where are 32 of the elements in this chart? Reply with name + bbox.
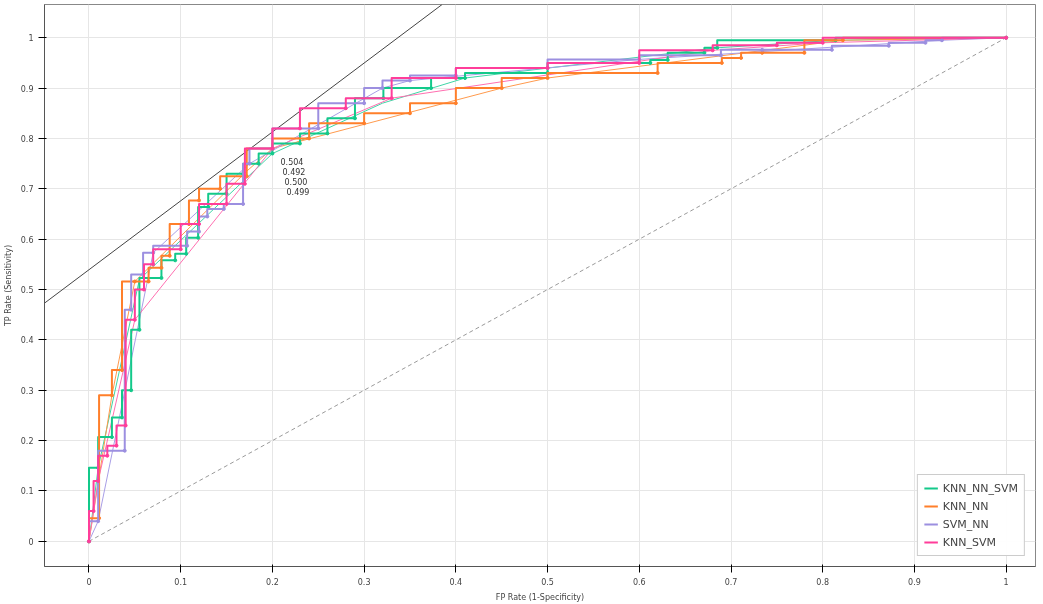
legend-label: KNN_SVM (942, 535, 997, 549)
annotation: 0.504 (280, 157, 304, 167)
x-tick-label: 0 (86, 577, 92, 587)
y-tick-label: 0.1 (20, 487, 34, 497)
x-tick-label: 0.3 (357, 577, 371, 587)
legend-label: KNN_NN_SVM (942, 481, 1018, 495)
y-tick-label: 0.5 (20, 286, 34, 296)
x-tick-label: 0.4 (449, 577, 463, 587)
legend-label: SVM_NN (942, 517, 989, 531)
x-tick-label: 1 (1003, 577, 1009, 587)
x-axis-title: FP Rate (1-Specificity) (495, 592, 585, 602)
x-tick-label: 0.9 (908, 577, 921, 587)
x-tick-label: 0.1 (174, 577, 188, 587)
x-tick-label: 0.5 (541, 577, 554, 587)
y-tick-label: 0 (28, 537, 34, 547)
y-tick-label: 0.2 (20, 437, 34, 447)
annotation: 0.499 (286, 187, 310, 197)
x-tick-label: 0.6 (632, 577, 646, 587)
y-tick-label: 1 (28, 34, 34, 44)
legend-label: KNN_NN (942, 499, 989, 513)
y-tick-label: 0.4 (20, 336, 34, 346)
y-tick-label: 0.6 (20, 235, 34, 245)
y-axis-title: TP Rate (Sensitivity) (3, 244, 13, 328)
x-tick-label: 0.8 (816, 577, 830, 587)
y-tick-label: 0.7 (20, 185, 34, 195)
annotation: 0.492 (282, 167, 306, 177)
y-tick-label: 0.8 (20, 134, 34, 144)
y-tick-label: 0.9 (20, 84, 34, 94)
annotation: 0.500 (284, 177, 308, 187)
x-tick-label: 0.7 (724, 577, 738, 587)
x-tick-label: 0.2 (266, 577, 279, 587)
y-tick-label: 0.3 (20, 386, 34, 396)
